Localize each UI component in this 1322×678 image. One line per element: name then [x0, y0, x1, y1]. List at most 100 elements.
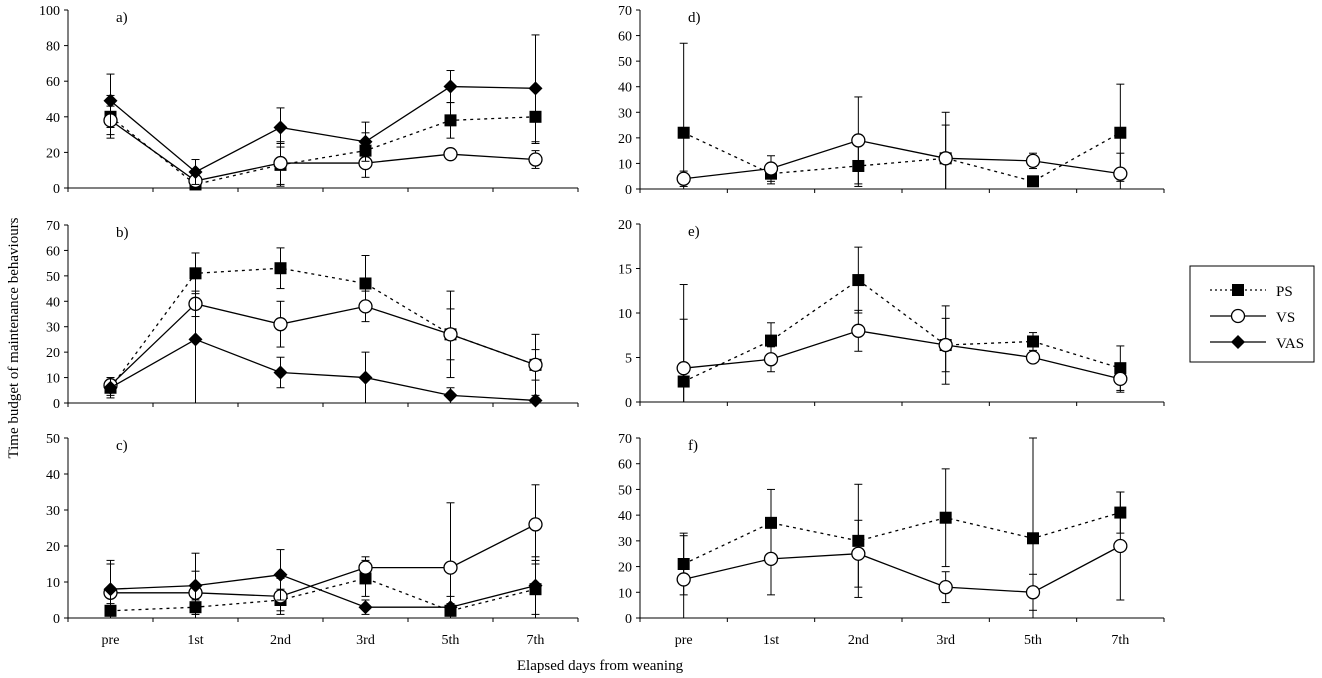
point-marker — [273, 317, 288, 332]
series-ps — [104, 559, 542, 619]
y-axis-label: Time budget of maintenance behaviours — [6, 217, 22, 458]
point-marker — [273, 365, 288, 380]
x-tick-label: 2nd — [848, 633, 869, 648]
y-tick-label: 10 — [46, 576, 60, 591]
panel-label: c) — [116, 438, 128, 454]
series-ps — [677, 246, 1127, 403]
series-line — [683, 139, 1121, 180]
panel-b: 0 10 20 30 40 50 60 70 b) — [46, 219, 579, 412]
panel-label: e) — [688, 224, 700, 240]
series-ps — [104, 89, 542, 191]
point-marker — [443, 327, 458, 342]
point-marker — [443, 600, 458, 615]
point-marker — [1025, 585, 1041, 600]
y-tick-label: 50 — [46, 432, 60, 447]
y-tick-label: 10 — [618, 157, 632, 172]
point-marker — [528, 393, 543, 408]
panel-c: 0 10 20 30 40 50 pre 1st 2nd 3rd 5th 7th c) — [46, 432, 579, 648]
y-tick-label: 0 — [625, 396, 632, 411]
point-marker — [851, 323, 866, 338]
y-tick-label: 10 — [618, 586, 632, 601]
panel-f: 0 10 20 30 40 50 60 70 pre 1st 2nd 3rd 5th 7th f) — [618, 432, 1165, 648]
point-marker — [103, 582, 118, 597]
y-tick-label: 20 — [46, 146, 60, 161]
y-tick-label: 30 — [46, 504, 60, 519]
y-tick-label: 70 — [618, 432, 632, 447]
point-marker — [765, 334, 777, 347]
series-line — [109, 267, 536, 389]
x-tick-label: 5th — [1024, 633, 1042, 648]
series-line — [110, 523, 536, 598]
series-vs — [103, 290, 543, 394]
x-tick-label: pre — [675, 633, 693, 648]
y-tick-label: 20 — [46, 540, 60, 555]
point-marker — [359, 277, 372, 290]
point-marker — [851, 133, 866, 148]
series-line — [683, 330, 1121, 380]
point-marker — [938, 337, 953, 353]
x-axis-label: Elapsed days from weaning — [517, 658, 684, 674]
point-marker — [1027, 335, 1039, 348]
point-marker — [188, 164, 203, 179]
y-tick-label: 80 — [46, 40, 60, 55]
y-tick-label: 70 — [46, 219, 60, 234]
legend-marker-ps — [1232, 284, 1244, 296]
point-marker — [1113, 166, 1128, 181]
point-marker — [851, 546, 866, 561]
y-tick-label: 40 — [46, 468, 60, 483]
point-marker — [1025, 153, 1041, 169]
y-tick-label: 0 — [53, 397, 60, 412]
legend-label-vs: VS — [1276, 310, 1295, 326]
point-marker — [1113, 538, 1128, 554]
point-marker — [443, 560, 458, 575]
y-tick-label: 60 — [618, 458, 632, 473]
point-marker — [852, 274, 865, 287]
point-marker — [528, 81, 543, 96]
x-tick-label: 3rd — [356, 633, 375, 648]
series-vas — [103, 34, 543, 185]
series-line — [110, 577, 536, 612]
x-tick-label: 1st — [187, 633, 203, 648]
point-marker — [358, 370, 373, 385]
series-vas — [103, 275, 543, 408]
legend-marker-vas — [1231, 335, 1245, 349]
legend-item-vs: VS — [1210, 308, 1295, 326]
y-tick-label: 30 — [618, 535, 632, 550]
y-tick-label: 0 — [53, 182, 60, 197]
panel-label: f) — [688, 438, 698, 454]
legend-box — [1189, 265, 1315, 363]
point-marker — [103, 380, 118, 395]
point-marker — [1027, 175, 1039, 188]
legend-label-ps: PS — [1276, 284, 1293, 300]
series-vs — [676, 96, 1128, 190]
legend-label-vas: VAS — [1276, 336, 1304, 352]
y-tick-label: 20 — [618, 132, 632, 147]
series-vas — [103, 549, 543, 619]
series-line — [110, 303, 536, 386]
point-marker — [763, 161, 779, 176]
point-marker — [528, 152, 543, 167]
y-tick-label: 15 — [618, 263, 632, 278]
series-ps — [104, 247, 542, 396]
y-tick-label: 0 — [625, 183, 632, 198]
y-tick-label: 10 — [46, 372, 60, 387]
point-marker — [273, 567, 288, 582]
x-tick-label: 2nd — [270, 633, 291, 648]
series-vs — [103, 484, 543, 619]
y-tick-label: 20 — [618, 218, 632, 233]
legend: PS VS VAS — [1189, 265, 1315, 363]
y-tick-label: 0 — [625, 612, 632, 627]
y-tick-label: 60 — [46, 244, 60, 259]
y-tick-label: 60 — [46, 75, 60, 90]
point-marker — [763, 352, 779, 367]
x-tick-label: 7th — [527, 633, 545, 648]
point-marker — [1113, 371, 1128, 387]
point-marker — [273, 155, 288, 171]
point-marker — [358, 600, 373, 615]
panel-a: 0 20 40 60 80 100 a) — [39, 4, 579, 197]
y-tick-label: 40 — [46, 295, 60, 310]
y-tick-label: 10 — [618, 307, 632, 322]
point-marker — [676, 572, 691, 587]
